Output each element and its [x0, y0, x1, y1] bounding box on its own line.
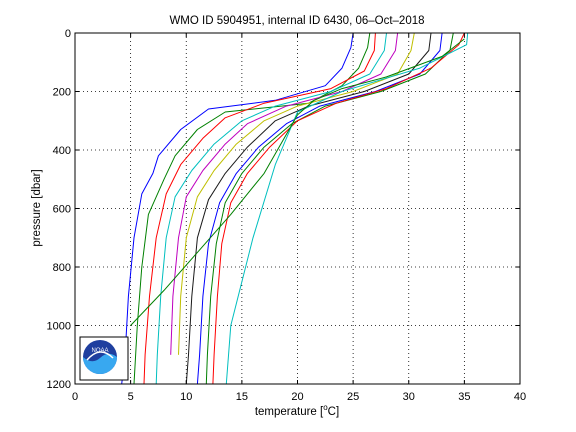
profile-line-4 [155, 32, 387, 385]
x-tick-label: 35 [458, 391, 470, 403]
y-tick-label: 400 [53, 145, 71, 157]
profile-line-3 [143, 32, 376, 385]
x-tick-label: 30 [403, 391, 415, 403]
x-tick-label: 15 [236, 391, 248, 403]
logo-text: NOAA [91, 348, 108, 354]
profile-line-10 [212, 32, 465, 385]
x-tick-label: 10 [180, 391, 192, 403]
x-axis-ticks: 0 5 10 15 20 25 30 35 40 [72, 33, 526, 403]
profile-line-11 [225, 32, 469, 385]
series-group [121, 32, 469, 385]
y-tick-label: 0 [65, 28, 71, 40]
y-axis-label: pressure [dbar] [31, 169, 43, 246]
y-axis-ticks: 0 200 400 600 800 1000 1200 [47, 28, 520, 391]
profile-line-6 [178, 32, 415, 355]
profile-line-5 [170, 32, 399, 355]
x-tick-label: 0 [72, 391, 78, 403]
profile-line-2 [133, 32, 371, 385]
x-axis-label: temperature [oC] [255, 403, 339, 418]
chart-title: WMO ID 5904951, internal ID 6430, 06–Oct… [169, 15, 424, 27]
x-tick-label: 40 [514, 391, 526, 403]
x-tick-label: 20 [291, 391, 303, 403]
y-tick-label: 800 [53, 262, 71, 274]
grid-lines [75, 33, 520, 384]
x-tick-label: 25 [347, 391, 359, 403]
noaa-logo: NOAA [79, 336, 129, 381]
profile-line-7 [185, 32, 432, 385]
profile-line-1 [121, 32, 354, 385]
y-tick-label: 1200 [47, 379, 71, 391]
profile-line-8 [196, 32, 443, 385]
profile-line-9 [205, 32, 454, 385]
y-tick-label: 1000 [47, 321, 71, 333]
profile-line-12 [130, 38, 465, 326]
x-tick-label: 5 [128, 391, 134, 403]
y-tick-label: 600 [53, 204, 71, 216]
y-tick-label: 200 [53, 87, 71, 99]
